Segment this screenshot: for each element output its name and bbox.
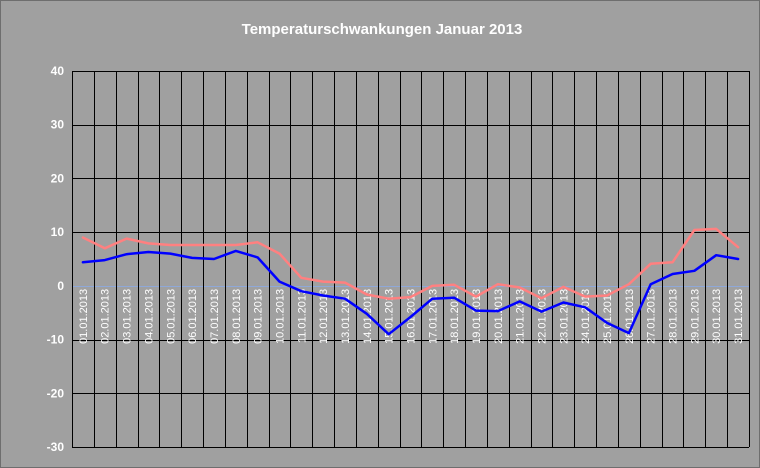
y-tick-label: -20	[47, 386, 65, 400]
y-tick-label: -10	[47, 333, 65, 347]
x-tick-label: 29.01.2013	[689, 289, 701, 344]
x-tick-label: 06.01.2013	[187, 289, 199, 344]
y-axis-ticks: 40 30 20 10 0 -10 -20 -30	[47, 64, 65, 454]
x-tick-label: 26.01.2013	[624, 289, 636, 344]
x-axis-ticks: 01.01.2013 02.01.2013 03.01.2013 04.01.2013…	[78, 289, 745, 344]
x-tick-label: 05.01.2013	[165, 289, 177, 344]
x-tick-label: 04.01.2013	[143, 289, 155, 344]
y-tick-label: 30	[51, 118, 65, 132]
x-tick-label: 25.01.2013	[602, 289, 614, 344]
x-tick-label: 21.01.2013	[515, 289, 527, 344]
x-tick-label: 08.01.2013	[231, 289, 243, 344]
x-tick-label: 09.01.2013	[253, 289, 265, 344]
series-line-1	[81, 227, 740, 300]
chart-title: Temperaturschwankungen Januar 2013	[242, 21, 523, 38]
grid	[72, 71, 750, 448]
x-tick-label: 01.01.2013	[78, 289, 90, 344]
x-tick-label: 03.01.2013	[122, 289, 134, 344]
y-tick-label: -30	[47, 440, 65, 454]
y-tick-label: 20	[51, 171, 65, 185]
x-tick-label: 30.01.2013	[711, 289, 723, 344]
y-tick-label: 10	[51, 225, 65, 239]
x-tick-label: 22.01.2013	[537, 289, 549, 344]
x-tick-label: 24.01.2013	[580, 289, 592, 344]
x-tick-label: 23.01.2013	[558, 289, 570, 344]
x-tick-label: 02.01.2013	[100, 289, 112, 344]
x-tick-label: 19.01.2013	[471, 289, 483, 344]
y-tick-label: 40	[51, 64, 65, 78]
x-tick-label: 28.01.2013	[668, 289, 680, 344]
x-tick-label: 27.01.2013	[646, 289, 658, 344]
x-tick-label: 11.01.2013	[296, 289, 308, 343]
x-tick-label: 12.01.2013	[318, 289, 330, 344]
x-tick-label: 10.01.2013	[274, 289, 286, 344]
x-tick-label: 17.01.2013	[427, 289, 439, 344]
x-tick-label: 07.01.2013	[209, 289, 221, 344]
y-tick-label: 0	[57, 279, 64, 293]
x-tick-label: 20.01.2013	[493, 289, 505, 344]
series-line-2	[81, 249, 740, 336]
x-tick-label: 31.01.2013	[733, 289, 745, 344]
series-lines	[81, 227, 740, 336]
x-tick-label: 18.01.2013	[449, 289, 461, 344]
